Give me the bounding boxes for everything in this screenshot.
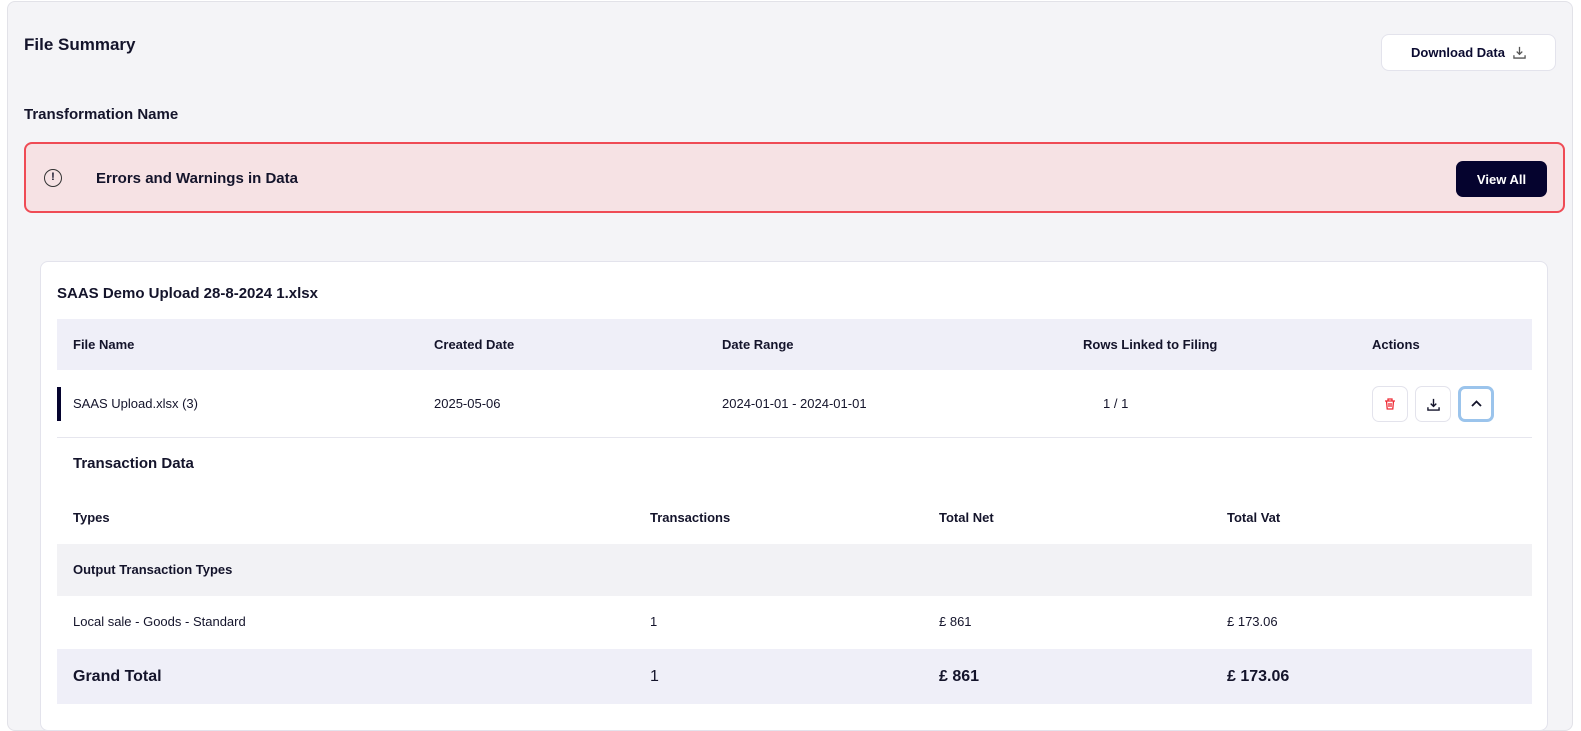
table-row[interactable]: SAAS Upload.xlsx (3) 2025-05-06 2024-01-… [57,370,1532,438]
created-date: 2025-05-06 [434,396,501,411]
grand-total-row: Grand Total 1 £ 861 £ 173.06 [57,649,1532,704]
table-row: Local sale - Goods - Standard 1 £ 861 £ … [57,596,1532,648]
col-transactions: Transactions [650,510,731,525]
date-range: 2024-01-01 - 2024-01-01 [722,396,867,411]
grand-total-vat: £ 173.06 [1227,668,1290,685]
file-card-title: SAAS Demo Upload 28-8-2024 1.xlsx [57,285,318,302]
row-indicator [57,387,61,421]
col-actions: Actions [1372,337,1420,352]
col-types: Types [73,510,110,525]
file-summary-panel: File Summary Download Data Transformatio… [7,1,1573,731]
alert-text: Errors and Warnings in Data [96,170,298,187]
col-rows-linked: Rows Linked to Filing [1083,337,1218,352]
transactions-header: Types Transactions Total Net Total Vat [57,492,1532,544]
file-card: SAAS Demo Upload 28-8-2024 1.xlsx File N… [40,261,1548,731]
col-date-range: Date Range [722,337,794,352]
col-total-net: Total Net [939,510,994,525]
download-data-button[interactable]: Download Data [1381,34,1556,71]
total-net: £ 861 [939,614,972,629]
download-file-button[interactable] [1415,386,1451,422]
col-total-vat: Total Vat [1227,510,1281,525]
download-label: Download Data [1411,45,1505,60]
col-created-date: Created Date [434,337,515,352]
file-name: SAAS Upload.xlsx (3) [73,396,198,411]
view-all-button[interactable]: View All [1456,161,1547,197]
group-label: Output Transaction Types [73,562,233,577]
errors-alert: ! Errors and Warnings in Data View All [24,142,1565,213]
alert-circle-icon: ! [44,169,62,187]
transactions-count: 1 [650,614,658,629]
transformation-name: Transformation Name [24,106,179,123]
download-icon [1426,398,1440,411]
grand-total-net: £ 861 [939,668,980,685]
delete-button[interactable] [1372,386,1408,422]
trash-icon [1385,398,1395,410]
rows-linked: 1 / 1 [1103,396,1129,411]
download-icon [1513,46,1526,59]
group-row: Output Transaction Types [57,544,1532,596]
col-file-name: File Name [73,337,135,352]
grand-total-label: Grand Total [73,668,162,685]
file-table-header: File Name Created Date Date Range Rows L… [57,319,1532,370]
transaction-data-title: Transaction Data [73,455,194,472]
grand-total-count: 1 [650,668,659,685]
collapse-button[interactable] [1458,386,1494,422]
chevron-up-icon [1470,400,1482,407]
type: Local sale - Goods - Standard [73,614,246,629]
total-vat: £ 173.06 [1227,614,1278,629]
page-title: File Summary [24,35,136,54]
